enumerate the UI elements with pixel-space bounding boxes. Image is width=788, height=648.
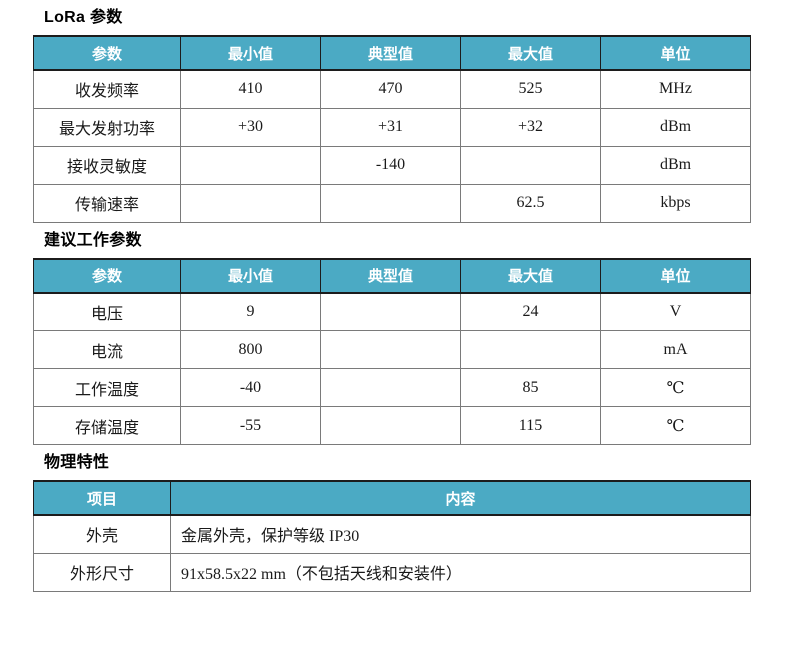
cell-unit: mA: [600, 330, 751, 369]
cell-max: +32: [460, 107, 601, 147]
table-row: 电压 9 24 V: [33, 292, 751, 331]
section-lora-parameters: LoRa 参数 参数 最小值 典型值 最大值 单位 收发频率 410: [0, 0, 788, 223]
cell-parameter: 最大发射功率: [33, 107, 181, 147]
cell-typical: [320, 406, 461, 445]
section-physical-characteristics: 物理特性 项目 内容 外壳 金属外壳，保护等级 IP30 外形尺寸: [0, 445, 788, 592]
column-header-max: 最大值: [460, 257, 601, 294]
cell-typical: [320, 330, 461, 369]
section-title-recommended: 建议工作参数: [44, 231, 142, 249]
column-header-min: 最小值: [180, 257, 321, 294]
cell-typical: [320, 368, 461, 407]
column-header-max: 最大值: [460, 35, 601, 71]
section-title-lora: LoRa 参数: [44, 9, 123, 26]
table-recommended-parameters: 参数 最小值 典型值 最大值 单位 电压 9 24 V: [33, 257, 751, 445]
table-wrapper-lora: 参数 最小值 典型值 最大值 单位 收发频率 410 470 525 MHz: [33, 35, 751, 223]
cell-max: 115: [460, 406, 601, 445]
cell-parameter: 收发频率: [33, 69, 181, 109]
column-header-content: 内容: [170, 480, 751, 516]
cell-max: [460, 330, 601, 369]
cell-typical: 470: [320, 69, 461, 109]
cell-min: [180, 183, 321, 223]
cell-parameter: 接收灵敏度: [33, 145, 181, 185]
table-physical-characteristics: 项目 内容 外壳 金属外壳，保护等级 IP30 外形尺寸 91x58.5x22 …: [33, 480, 751, 592]
cell-item: 外形尺寸: [33, 552, 171, 592]
cell-typical: +31: [320, 107, 461, 147]
cell-min: [180, 145, 321, 185]
section-recommended-operating-parameters: 建议工作参数 参数 最小值 典型值 最大值 单位 电压 9: [0, 223, 788, 445]
cell-min: 800: [180, 330, 321, 369]
cell-typical: -140: [320, 145, 461, 185]
cell-unit: ℃: [600, 368, 751, 407]
column-header-item: 项目: [33, 480, 171, 516]
cell-unit: kbps: [600, 183, 751, 223]
column-header-parameter: 参数: [33, 35, 181, 71]
table-lora-parameters: 参数 最小值 典型值 最大值 单位 收发频率 410 470 525 MHz: [33, 35, 751, 223]
cell-unit: dBm: [600, 107, 751, 147]
table-header-row: 项目 内容: [33, 480, 751, 516]
cell-min: -40: [180, 368, 321, 407]
table-row: 外形尺寸 91x58.5x22 mm（不包括天线和安装件）: [33, 552, 751, 592]
column-header-typical: 典型值: [320, 35, 461, 71]
cell-parameter: 传输速率: [33, 183, 181, 223]
column-header-typical: 典型值: [320, 257, 461, 294]
cell-typical: [320, 292, 461, 331]
column-header-parameter: 参数: [33, 257, 181, 294]
table-header-row: 参数 最小值 典型值 最大值 单位: [33, 35, 751, 71]
cell-item: 外壳: [33, 514, 171, 554]
table-row: 传输速率 62.5 kbps: [33, 183, 751, 223]
table-row: 接收灵敏度 -140 dBm: [33, 145, 751, 185]
cell-parameter: 工作温度: [33, 368, 181, 407]
table-wrapper-recommended: 参数 最小值 典型值 最大值 单位 电压 9 24 V: [33, 257, 751, 445]
table-row: 最大发射功率 +30 +31 +32 dBm: [33, 107, 751, 147]
column-header-min: 最小值: [180, 35, 321, 71]
table-row: 存储温度 -55 115 ℃: [33, 406, 751, 445]
table-row: 电流 800 mA: [33, 330, 751, 369]
cell-max: 62.5: [460, 183, 601, 223]
cell-unit: V: [600, 292, 751, 331]
table-row: 外壳 金属外壳，保护等级 IP30: [33, 514, 751, 554]
cell-max: 24: [460, 292, 601, 331]
cell-max: 525: [460, 69, 601, 109]
table-wrapper-physical: 项目 内容 外壳 金属外壳，保护等级 IP30 外形尺寸 91x58.5x22 …: [33, 480, 751, 592]
column-header-unit: 单位: [600, 257, 751, 294]
cell-min: -55: [180, 406, 321, 445]
cell-min: 9: [180, 292, 321, 331]
cell-unit: dBm: [600, 145, 751, 185]
cell-content: 金属外壳，保护等级 IP30: [170, 514, 751, 554]
cell-parameter: 电压: [33, 292, 181, 331]
table-row: 工作温度 -40 85 ℃: [33, 368, 751, 407]
cell-parameter: 电流: [33, 330, 181, 369]
column-header-unit: 单位: [600, 35, 751, 71]
cell-content: 91x58.5x22 mm（不包括天线和安装件）: [170, 552, 751, 592]
cell-parameter: 存储温度: [33, 406, 181, 445]
cell-min: 410: [180, 69, 321, 109]
cell-unit: MHz: [600, 69, 751, 109]
table-row: 收发频率 410 470 525 MHz: [33, 69, 751, 109]
cell-max: 85: [460, 368, 601, 407]
cell-max: [460, 145, 601, 185]
cell-typical: [320, 183, 461, 223]
table-header-row: 参数 最小值 典型值 最大值 单位: [33, 257, 751, 294]
cell-min: +30: [180, 107, 321, 147]
cell-unit: ℃: [600, 406, 751, 445]
section-title-physical: 物理特性: [44, 454, 110, 471]
